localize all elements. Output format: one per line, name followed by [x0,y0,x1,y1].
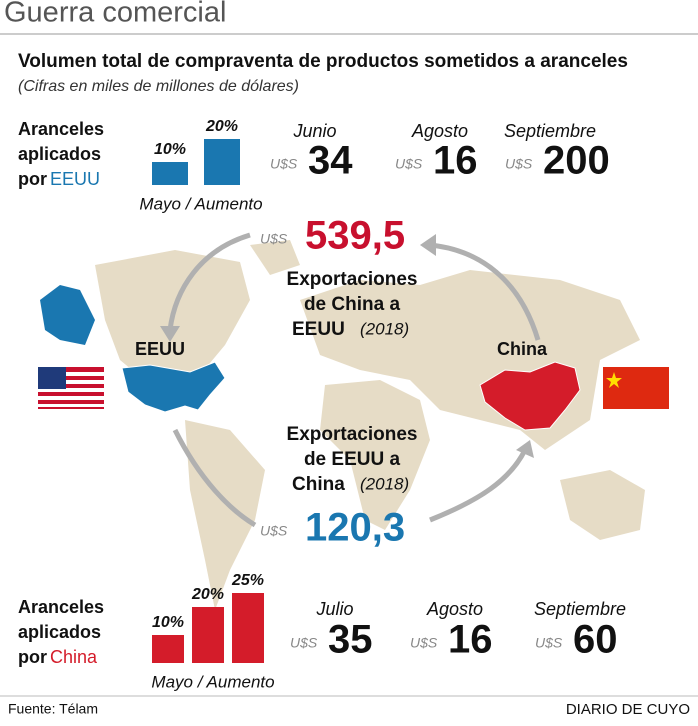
tariff-label: por [18,169,47,189]
tariff-bar [152,162,188,185]
month: Julio [315,599,353,619]
source: Fuente: Télam [8,701,98,717]
flow-label: Exportaciones [287,269,418,290]
month: Agosto [426,599,483,619]
bar-label: 20% [191,586,224,603]
note: (Cifras en miles de millones de dólares) [18,78,299,95]
currency: U$S [260,231,288,247]
arrow-heads [160,234,534,458]
flow-label: de China a [304,294,401,315]
bar-label: 10% [152,614,184,631]
tariff-bar [232,593,264,663]
amount: 60 [573,618,618,662]
tariff-label: por [18,647,47,667]
flow-year: (2018) [360,319,409,338]
usa-shape [121,361,226,413]
currency: U$S [505,156,533,172]
currency: U$S [260,523,288,539]
currency: U$S [410,635,438,651]
flow-label: China [292,474,345,495]
brand: DIARIO DE CUYO [566,701,690,718]
bar-caption: Mayo / Aumento [139,194,262,213]
currency: U$S [535,635,563,651]
tariff-country: China [50,647,98,667]
bar-label: 25% [231,572,264,589]
usa-flag [38,367,104,409]
tariff-label: Aranceles [18,119,104,139]
tariff-bar [204,139,240,185]
tariff-country: EEUU [50,169,100,189]
flow-arrows [167,232,541,528]
bar-caption: Mayo / Aumento [151,672,274,691]
amount: 200 [543,139,610,183]
amount: 34 [308,139,353,183]
flow-amount: 120,3 [305,506,405,550]
currency: U$S [270,156,298,172]
title: Guerra comercial [4,0,226,29]
usa-alaska [40,285,95,345]
currency: U$S [395,156,423,172]
map-label: China [497,339,548,359]
bar-label: 20% [205,118,238,135]
china-flag [603,367,669,409]
china-shape [479,361,581,431]
flow-label: EEUU [292,319,345,340]
tariff-label: aplicados [18,622,101,642]
tariff-label: aplicados [18,144,101,164]
amount: 16 [448,618,493,662]
month: Septiembre [534,599,626,619]
flow-amount: 539,5 [305,214,405,258]
month: Septiembre [504,121,596,141]
bar-label: 10% [154,141,186,158]
flow-label: Exportaciones [287,424,418,445]
flow-year: (2018) [360,474,409,493]
month: Agosto [411,121,468,141]
tariff-bar [152,635,184,663]
amount: 16 [433,139,478,183]
tariff-label: Aranceles [18,597,104,617]
amount: 35 [328,618,373,662]
tariff-bar [192,607,224,663]
flow-label: de EEUU a [304,449,401,470]
month: Junio [292,121,336,141]
subtitle: Volumen total de compraventa de producto… [18,51,628,72]
map-label: EEUU [135,339,185,359]
currency: U$S [290,635,318,651]
